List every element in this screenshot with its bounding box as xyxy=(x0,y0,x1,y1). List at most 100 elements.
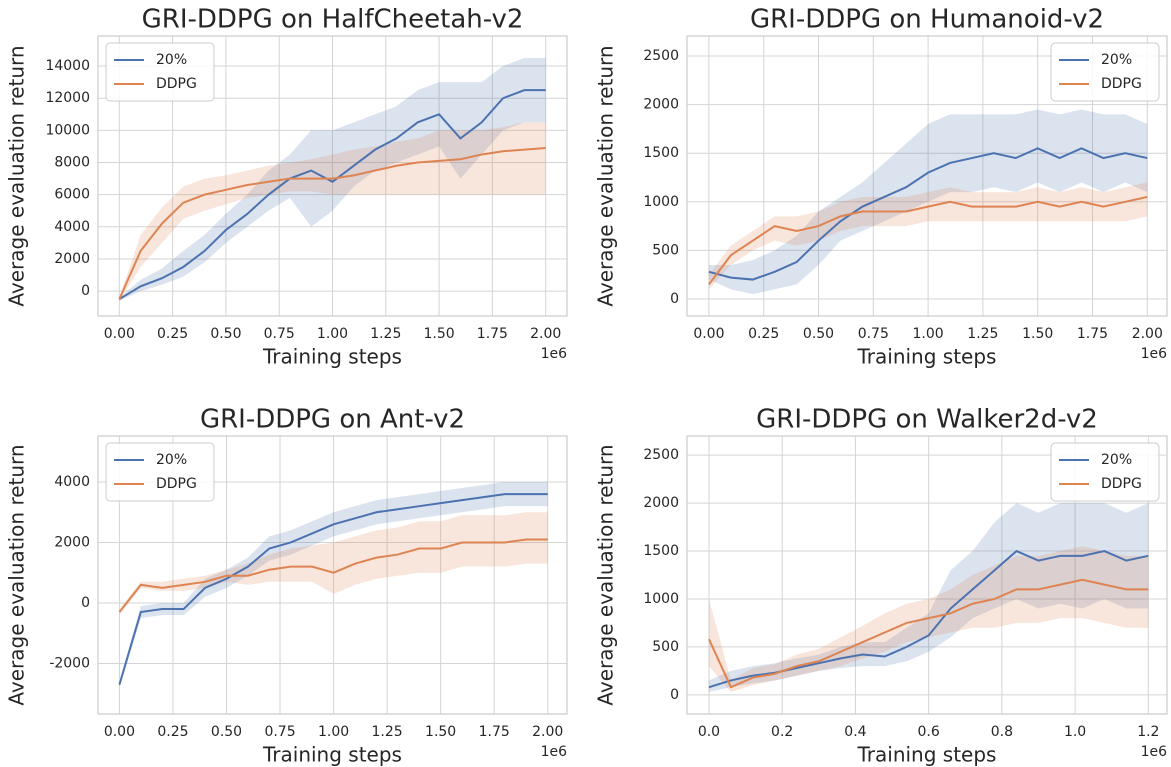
legend-label: 20% xyxy=(1101,452,1132,468)
x-tick-label: 0.50 xyxy=(210,326,241,342)
band xyxy=(119,512,548,616)
x-tick-label: 1.25 xyxy=(967,326,998,342)
line xyxy=(708,195,1148,286)
legend: 20% DDPG xyxy=(105,42,215,102)
subplot: 0 500 1000 1500 2000 2500 0.00 0.25 0.50 0.75 1.00… xyxy=(594,5,1168,369)
axes-frame xyxy=(686,35,1168,317)
x-tick-label: 1.75 xyxy=(477,326,508,342)
x-tick-label: 0.6 xyxy=(918,724,940,740)
y-tick-label: 0 xyxy=(81,283,90,299)
band xyxy=(708,503,1149,692)
line xyxy=(118,493,548,685)
y-tick-label: 8000 xyxy=(54,154,90,170)
subplot: 0 2000 4000 6000 8000 10000 12000 14000 0.00 0.25… xyxy=(5,5,568,369)
y-tick-label: 4000 xyxy=(54,474,90,490)
y-tick-label: 500 xyxy=(652,639,679,655)
x-tick-label: 1.50 xyxy=(424,326,455,342)
x-tick-label: 0.50 xyxy=(211,724,242,740)
y-tick-label: 14000 xyxy=(45,58,90,74)
legend-label: DDPG xyxy=(1101,476,1142,492)
x-tick-label: 0.0 xyxy=(698,724,720,740)
y-axis-label: Average evaluation return xyxy=(5,45,29,306)
x-offset-label: 1e6 xyxy=(541,744,568,760)
y-axis-label: Average evaluation return xyxy=(594,45,618,306)
x-axis-label: Training steps xyxy=(857,345,997,369)
axes-frame xyxy=(97,35,568,317)
x-tick-label: 1.0 xyxy=(1064,724,1086,740)
y-tick-label: 2000 xyxy=(643,495,679,511)
chart-title: GRI-DDPG on Walker2d-v2 xyxy=(756,405,1098,435)
x-tick-label: 1.25 xyxy=(372,724,403,740)
x-tick-label: 1.50 xyxy=(1022,326,1053,342)
chart-title: GRI-DDPG on Ant-v2 xyxy=(200,405,465,435)
legend-label: 20% xyxy=(156,52,187,68)
y-tick-label: 2000 xyxy=(643,97,679,113)
y-axis-label: Average evaluation return xyxy=(5,444,29,705)
y-tick-label: 12000 xyxy=(45,90,90,106)
legend-label: DDPG xyxy=(156,76,197,92)
legend-box xyxy=(1050,442,1160,502)
legend-box xyxy=(1050,42,1160,102)
x-tick-label: 0.00 xyxy=(104,326,135,342)
band xyxy=(119,481,548,688)
x-tick-label: 0.00 xyxy=(693,326,724,342)
x-axis-label: Training steps xyxy=(857,743,997,767)
x-tick-label: 0.75 xyxy=(264,724,295,740)
x-tick-label: 1.2 xyxy=(1137,724,1159,740)
legend-label: 20% xyxy=(1101,52,1132,68)
subplot: 0 500 1000 1500 2000 2500 0.0 0.2 0.4 0.6 0.8 1.0 1.… xyxy=(594,405,1168,767)
x-tick-label: 0.00 xyxy=(104,724,135,740)
x-offset-label: 1e6 xyxy=(1141,744,1168,760)
y-tick-label: 0 xyxy=(81,595,90,611)
y-tick-label: 4000 xyxy=(54,219,90,235)
axes-frame xyxy=(97,435,568,715)
line xyxy=(708,147,1148,281)
x-tick-label: 1.75 xyxy=(479,724,510,740)
legend: 20% DDPG xyxy=(1050,442,1160,502)
x-tick-label: 0.25 xyxy=(157,724,188,740)
x-tick-label: 0.2 xyxy=(771,724,793,740)
y-tick-label: 2500 xyxy=(643,48,679,64)
y-tick-label: 0 xyxy=(670,291,679,307)
line xyxy=(708,578,1149,689)
x-tick-label: 0.75 xyxy=(858,326,889,342)
x-tick-label: 1.75 xyxy=(1077,326,1108,342)
x-tick-label: 0.75 xyxy=(264,326,295,342)
chart-title: GRI-DDPG on HalfCheetah-v2 xyxy=(142,5,524,35)
subplot: -2000 0 2000 4000 0.00 0.25 0.50 0.75 1.00 1.25 1.… xyxy=(5,405,568,767)
x-tick-label: 1.00 xyxy=(913,326,944,342)
x-tick-label: 2.00 xyxy=(532,724,563,740)
band xyxy=(708,109,1148,295)
y-tick-label: 10000 xyxy=(45,122,90,138)
legend-label: DDPG xyxy=(1101,76,1142,92)
y-tick-label: 1000 xyxy=(643,591,679,607)
plot-area xyxy=(708,109,1148,295)
line xyxy=(118,89,546,300)
plot-area xyxy=(118,481,548,688)
y-tick-label: 2500 xyxy=(643,447,679,463)
y-tick-label: 1500 xyxy=(643,543,679,559)
y-axis-label: Average evaluation return xyxy=(594,444,618,705)
band xyxy=(119,122,546,301)
x-tick-label: 2.00 xyxy=(1132,326,1163,342)
plot-area xyxy=(118,58,546,301)
legend: 20% DDPG xyxy=(105,442,215,502)
line xyxy=(118,538,548,613)
legend-label: 20% xyxy=(156,452,187,468)
legend-box xyxy=(105,42,215,102)
x-tick-label: 2.00 xyxy=(530,326,561,342)
x-axis-label: Training steps xyxy=(262,345,402,369)
y-tick-label: -2000 xyxy=(49,655,90,671)
plot-area xyxy=(708,503,1149,692)
x-offset-label: 1e6 xyxy=(541,346,568,362)
y-tick-label: 1500 xyxy=(643,145,679,161)
x-tick-label: 1.00 xyxy=(317,326,348,342)
x-tick-label: 0.25 xyxy=(748,326,779,342)
x-offset-label: 1e6 xyxy=(1141,346,1168,362)
x-tick-label: 1.00 xyxy=(318,724,349,740)
x-tick-label: 0.25 xyxy=(157,326,188,342)
y-tick-label: 0 xyxy=(670,687,679,703)
x-tick-label: 0.8 xyxy=(991,724,1013,740)
chart-title: GRI-DDPG on Humanoid-v2 xyxy=(750,5,1104,35)
